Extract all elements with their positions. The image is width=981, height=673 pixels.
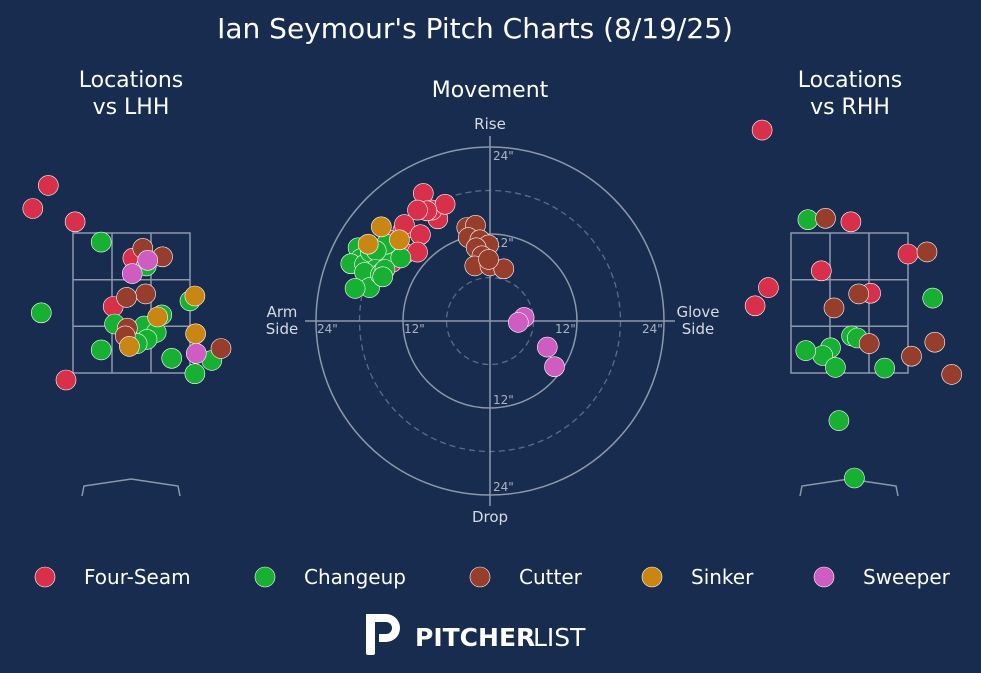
rhh-four-seam-point <box>758 277 779 298</box>
movement-four-seam-point <box>434 194 456 215</box>
brand-name-light: LIST <box>533 623 586 652</box>
rhh-changeup-point <box>874 357 896 379</box>
legend-label-sweeper: Sweeper <box>863 565 951 589</box>
ring-label-24-top: 24" <box>493 149 514 163</box>
lhh-sweeper-point <box>121 263 143 284</box>
legend-marker-cutter <box>469 566 491 588</box>
rhh-changeup-point <box>797 209 819 230</box>
lhh-changeup-point <box>90 339 112 361</box>
legend-label-four-seam: Four-Seam <box>84 565 191 589</box>
lhh-changeup-point <box>30 302 52 324</box>
rhh-cutter-point <box>823 297 845 319</box>
legend: Four-Seam Changeup Cutter Sinker Sweeper <box>34 565 951 589</box>
rhh-changeup-point <box>828 410 850 431</box>
legend-marker-four-seam <box>34 566 56 588</box>
lhh-four-seam-point <box>55 369 77 391</box>
lhh-changeup-point <box>161 347 182 369</box>
pitcherlist-logo-mark <box>366 614 400 655</box>
rhh-zone-outline <box>790 232 909 374</box>
lhh-sinker-point <box>147 306 168 328</box>
lhh-cutter-point <box>116 287 137 308</box>
legend-marker-changeup <box>254 566 276 588</box>
rhh-panel-title-line2: vs RHH <box>810 95 890 120</box>
rhh-location-points <box>744 119 963 489</box>
movement-axis-label-arm-side: Side <box>266 320 298 338</box>
lhh-cutter-point <box>210 338 232 359</box>
rhh-cutter-point <box>924 331 946 353</box>
lhh-home-plate <box>81 478 181 497</box>
pitcherlist-logo: PITCHER LIST <box>366 614 586 655</box>
movement-changeup-point <box>344 278 366 299</box>
ring-label-12-left: 12" <box>404 322 425 336</box>
rhh-cutter-point <box>916 241 938 263</box>
rhh-changeup-point <box>795 340 817 361</box>
movement-four-seam-point <box>410 224 431 245</box>
rhh-changeup-point <box>844 467 865 489</box>
legend-label-cutter: Cutter <box>519 565 583 589</box>
chart-title: Ian Seymour's Pitch Charts (8/19/25) <box>217 12 733 45</box>
rhh-four-seam-point <box>751 119 773 141</box>
movement-changeup-point <box>372 266 394 288</box>
lhh-changeup-point <box>90 231 112 253</box>
movement-points <box>340 183 565 378</box>
rhh-cutter-point <box>941 364 963 385</box>
rhh-cutter-point <box>815 208 836 229</box>
rhh-four-seam-point <box>744 295 766 317</box>
movement-axis-label-drop: Drop <box>472 508 508 526</box>
lhh-panel-title-line2: vs LHH <box>93 95 170 120</box>
rhh-four-seam-point <box>840 211 862 233</box>
movement-axis-label-rise: Rise <box>474 115 506 133</box>
movement-axis-label-glove: Glove <box>676 303 719 321</box>
movement-cutter-point <box>478 249 499 270</box>
rhh-four-seam-point <box>810 260 832 282</box>
brand-name-bold: PITCHER <box>415 623 535 652</box>
lhh-sinker-point <box>185 323 206 345</box>
movement-axis-label-arm: Arm <box>267 303 298 321</box>
movement-sinker-point <box>357 233 379 255</box>
ring-label-12-right: 12" <box>555 322 576 336</box>
legend-marker-sweeper <box>813 566 835 588</box>
lhh-four-seam-point <box>37 175 59 196</box>
rhh-cutter-point <box>848 283 870 305</box>
ring-label-12-bottom: 12" <box>493 393 514 407</box>
lhh-sinker-point <box>119 336 140 357</box>
lhh-sweeper-point <box>137 249 158 271</box>
lhh-sweeper-point <box>186 343 207 364</box>
ring-label-24-left: 24" <box>317 322 338 336</box>
legend-marker-sinker <box>641 566 663 588</box>
lhh-panel-title-line1: Locations <box>79 68 184 93</box>
movement-sweeper-point <box>507 312 529 333</box>
movement-four-seam-point <box>407 199 428 221</box>
ring-label-24-bottom: 24" <box>493 480 514 494</box>
rhh-cutter-point <box>858 333 880 354</box>
lhh-changeup-point <box>184 363 206 385</box>
lhh-cutter-point <box>135 283 156 305</box>
movement-sinker-point <box>389 229 410 251</box>
lhh-sinker-point <box>184 285 206 307</box>
rhh-changeup-point <box>825 357 846 378</box>
movement-grid <box>305 136 675 506</box>
ring-label-24-right: 24" <box>642 322 663 336</box>
lhh-location-points <box>22 175 232 391</box>
rhh-changeup-point <box>922 287 944 309</box>
movement-panel-title: Movement <box>432 78 549 103</box>
rhh-panel-title-line1: Locations <box>798 68 903 93</box>
movement-sinker-point <box>370 216 392 238</box>
lhh-four-seam-point <box>64 211 86 233</box>
movement-sweeper-point <box>544 356 565 378</box>
rhh-cutter-point <box>901 345 922 367</box>
legend-label-changeup: Changeup <box>304 565 406 589</box>
rhh-four-seam-point <box>897 243 919 265</box>
movement-sweeper-point <box>536 336 558 358</box>
legend-label-sinker: Sinker <box>691 565 754 589</box>
lhh-four-seam-point <box>22 198 44 219</box>
movement-cutter-point <box>493 258 515 280</box>
movement-axis-label-glove-side: Side <box>682 320 714 338</box>
